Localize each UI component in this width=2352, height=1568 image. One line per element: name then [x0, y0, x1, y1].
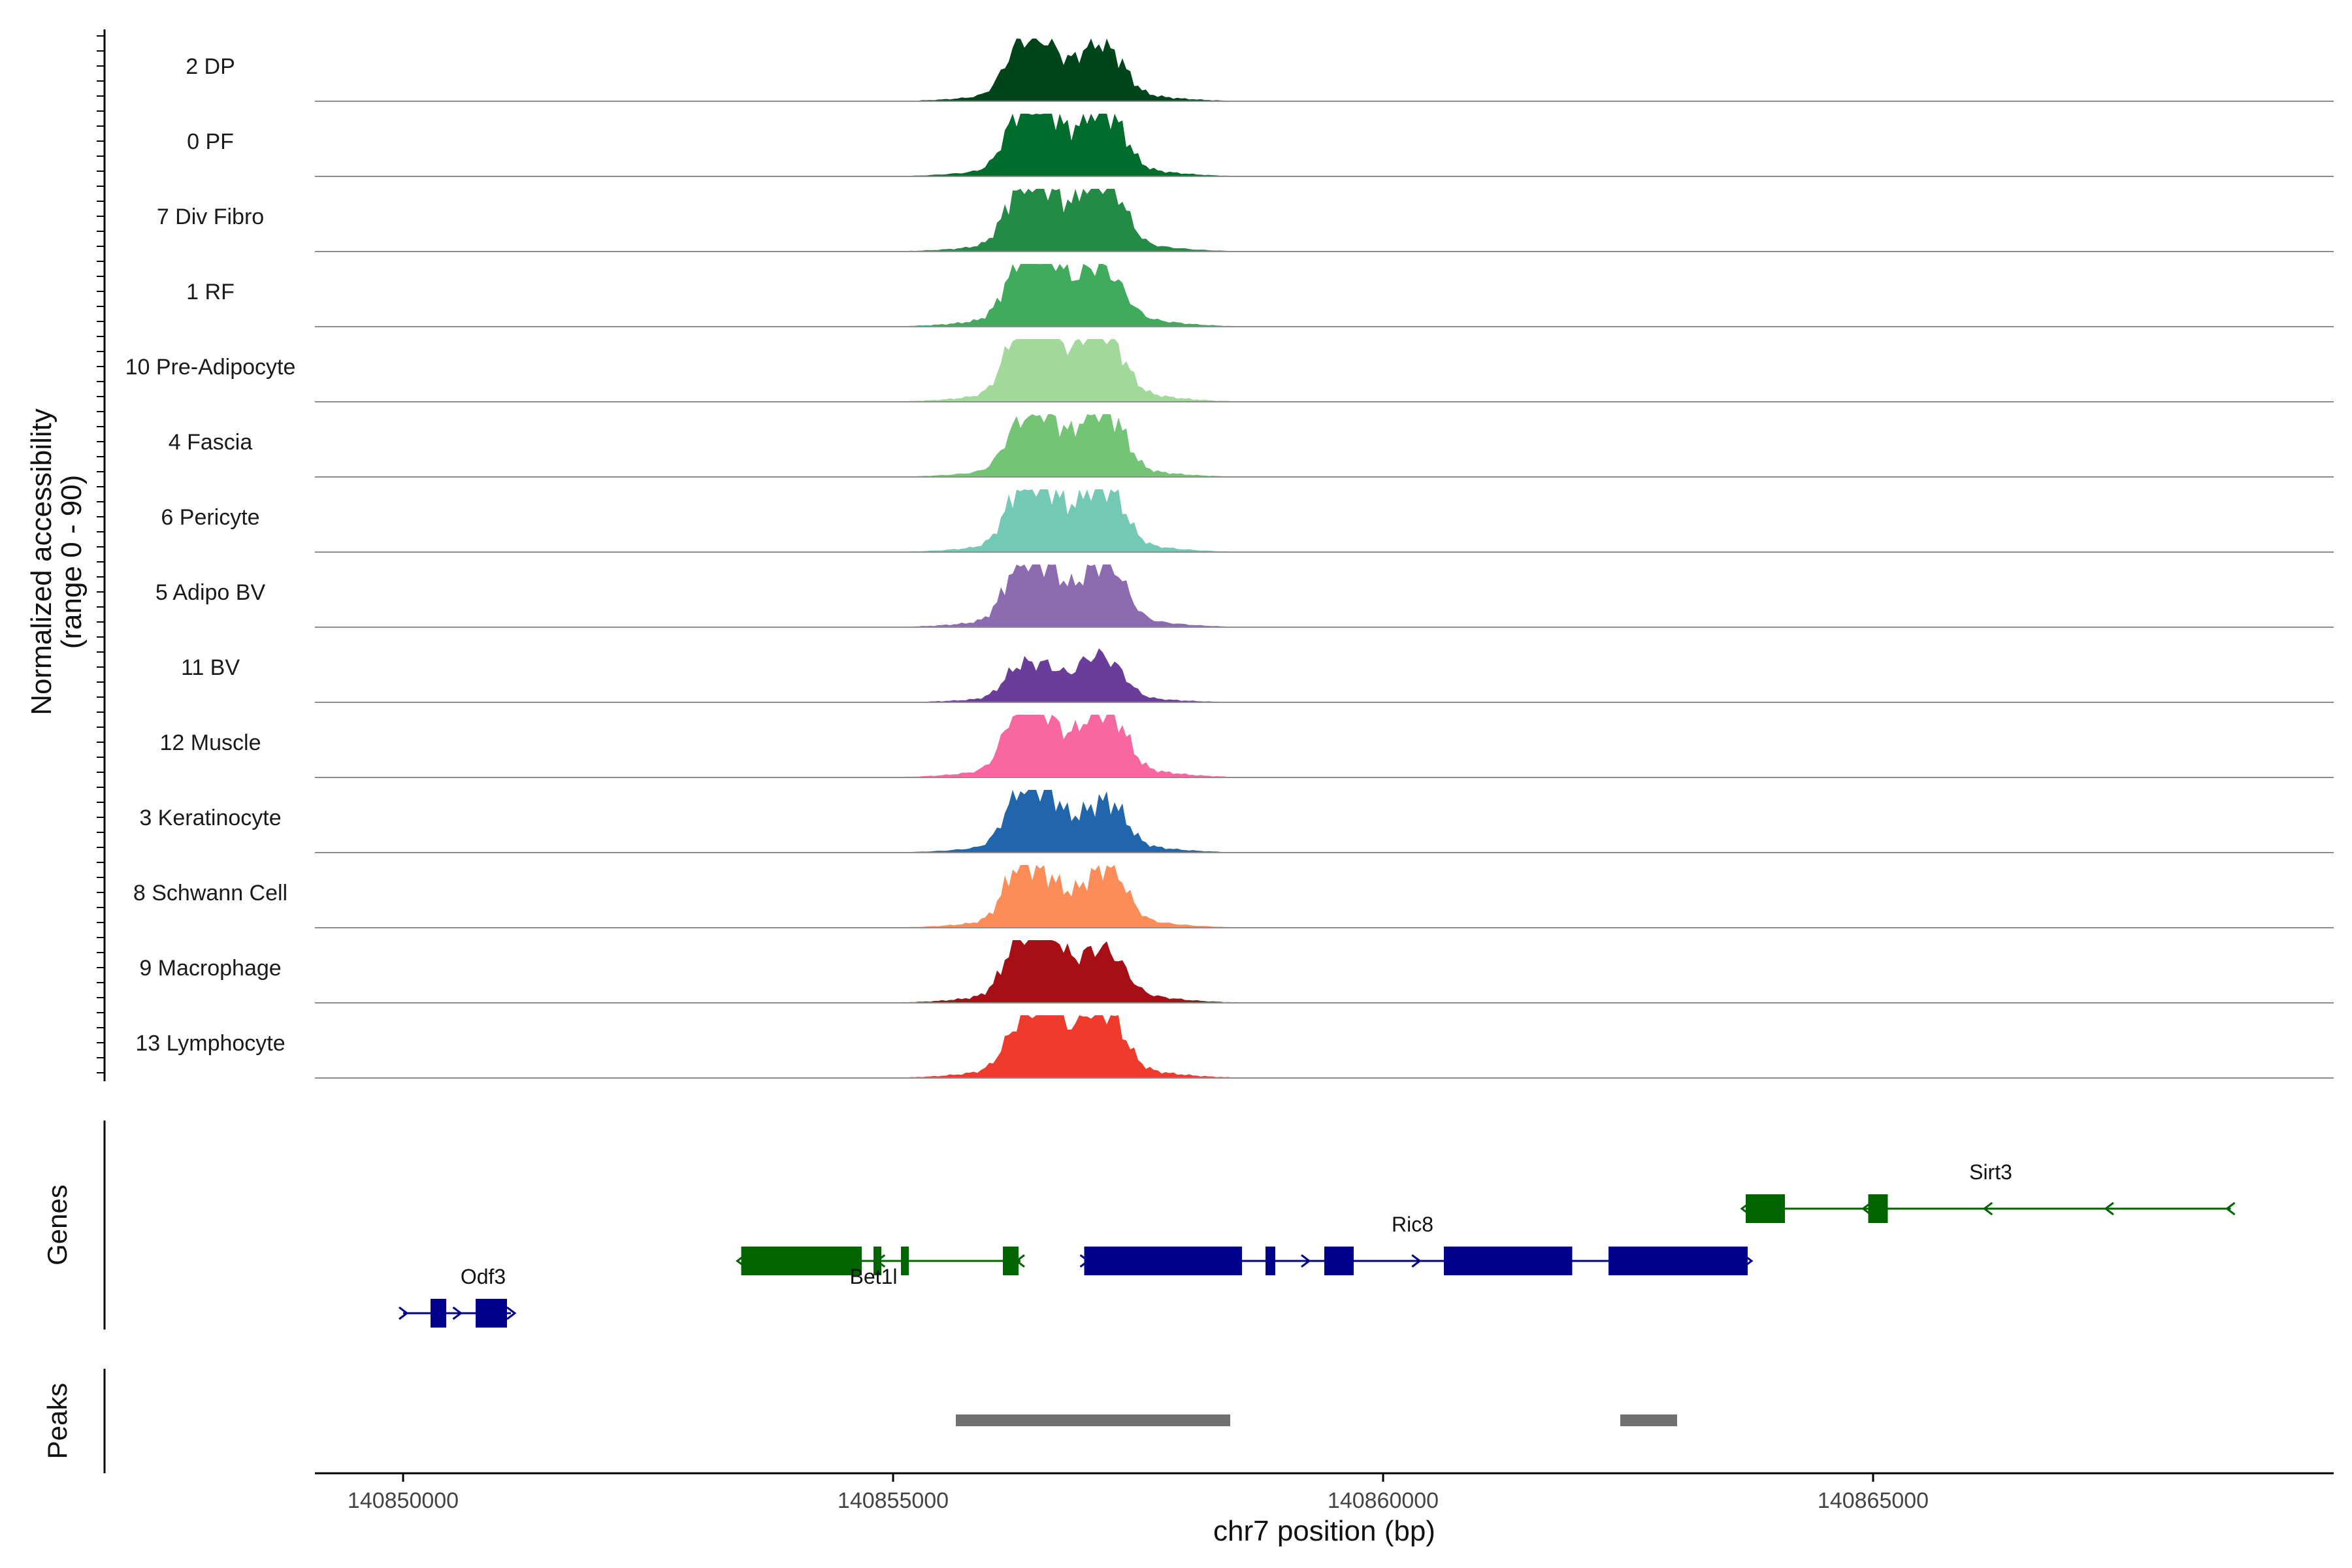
strand-chevron — [2104, 1201, 2114, 1216]
peaks-track-title: Peaks — [42, 1383, 73, 1460]
x-axis-title: chr7 position (bp) — [1213, 1515, 1435, 1547]
track-label: 9 Macrophage — [139, 956, 281, 981]
strand-chevron — [1301, 1254, 1311, 1268]
track-9: 11 BV — [181, 648, 2334, 703]
track-label: 13 Lymphocyte — [135, 1031, 285, 1056]
track-signal-area — [315, 564, 2334, 627]
track-4: 1 RF — [186, 264, 2334, 327]
gene-bet1l: Bet1l — [736, 1247, 1025, 1288]
gene-exon — [1609, 1247, 1748, 1275]
track-6: 4 Fascia — [169, 414, 2334, 478]
x-tick-label: 140850000 — [348, 1488, 459, 1513]
strand-chevron — [2225, 1201, 2236, 1216]
y-axis-range-label: (range 0 - 90) — [56, 475, 88, 649]
peaks-track — [956, 1414, 1677, 1426]
gene-label: Bet1l — [850, 1265, 898, 1288]
strand-chevron — [1982, 1201, 1993, 1216]
gene-sirt3: Sirt3 — [1740, 1160, 2236, 1223]
track-label: 11 BV — [181, 655, 240, 680]
coverage-tracks: 2 DP 0 PF 7 Div Fibro 1 RF 10 Pre-Adipocyte 4… — [125, 39, 2334, 1079]
track-signal-area — [315, 940, 2334, 1003]
track-1: 2 DP — [186, 39, 2334, 102]
genes-track-title: Genes — [42, 1184, 73, 1266]
track-12: 8 Schwann Cell — [133, 865, 2334, 928]
track-10: 12 Muscle — [160, 715, 2334, 778]
gene-label: Ric8 — [1392, 1213, 1433, 1236]
track-13: 9 Macrophage — [139, 940, 2334, 1004]
gene-exon — [1324, 1247, 1354, 1275]
track-label: 2 DP — [186, 54, 235, 79]
track-label: 3 Keratinocyte — [139, 806, 281, 830]
track-label: 1 RF — [186, 280, 235, 304]
track-label: 10 Pre-Adipocyte — [125, 355, 296, 380]
track-signal-area — [315, 790, 2334, 853]
track-3: 7 Div Fibro — [157, 189, 2334, 252]
gene-label: Odf3 — [461, 1265, 506, 1288]
strand-chevron — [452, 1306, 463, 1320]
track-signal-area — [315, 114, 2334, 176]
gene-exon — [1868, 1194, 1888, 1223]
track-signal-area — [315, 339, 2334, 402]
track-signal-area — [315, 264, 2334, 327]
x-tick-label: 140855000 — [838, 1488, 949, 1513]
track-label: 6 Pericyte — [161, 505, 259, 530]
coverage-y-ticks — [97, 35, 105, 1073]
track-label: 8 Schwann Cell — [133, 881, 287, 906]
track-signal-area — [315, 1015, 2334, 1078]
x-axis-ticks: 140850000 140855000 140860000 140865000 — [348, 1473, 1929, 1513]
y-axis-title: Normalized accessibility — [25, 408, 57, 715]
track-signal-area — [315, 189, 2334, 252]
track-label: 5 Adipo BV — [155, 580, 266, 605]
track-7: 6 Pericyte — [161, 489, 2334, 553]
strand-chevron — [506, 1306, 517, 1320]
gene-exon — [741, 1247, 862, 1275]
gene-exon — [901, 1247, 909, 1275]
track-label: 4 Fascia — [169, 430, 253, 455]
peak-region — [956, 1414, 1230, 1426]
track-signal-area — [315, 39, 2334, 101]
strand-chevron — [399, 1306, 409, 1320]
track-signal-area — [315, 865, 2334, 928]
track-signal-area — [315, 715, 2334, 777]
track-label: 12 Muscle — [160, 730, 261, 755]
genes-track: Odf3 Bet1l Ric8 Sirt3 — [399, 1160, 2236, 1328]
track-label: 7 Div Fibro — [157, 204, 264, 229]
gene-exon — [431, 1299, 446, 1328]
gene-exon — [874, 1247, 881, 1275]
gene-ric8: Ric8 — [1079, 1213, 1754, 1275]
track-signal-area — [315, 648, 2334, 702]
gene-odf3: Odf3 — [399, 1265, 517, 1328]
strand-chevron — [1411, 1254, 1422, 1268]
gene-exon — [1444, 1247, 1573, 1275]
track-8: 5 Adipo BV — [155, 564, 2334, 628]
track-2: 0 PF — [187, 114, 2334, 177]
gene-exon — [1746, 1194, 1785, 1223]
track-signal-area — [315, 414, 2334, 477]
track-11: 3 Keratinocyte — [139, 790, 2334, 853]
x-tick-label: 140860000 — [1328, 1488, 1439, 1513]
track-signal-area — [315, 489, 2334, 552]
track-14: 13 Lymphocyte — [135, 1015, 2334, 1079]
x-tick-label: 140865000 — [1818, 1488, 1929, 1513]
gene-exon — [1266, 1247, 1275, 1275]
gene-exon — [1003, 1247, 1019, 1275]
gene-exon — [476, 1299, 507, 1328]
track-5: 10 Pre-Adipocyte — [125, 339, 2334, 402]
track-label: 0 PF — [187, 129, 234, 154]
gene-label: Sirt3 — [1969, 1160, 2012, 1184]
gene-exon — [1084, 1247, 1242, 1275]
peak-region — [1620, 1414, 1677, 1426]
